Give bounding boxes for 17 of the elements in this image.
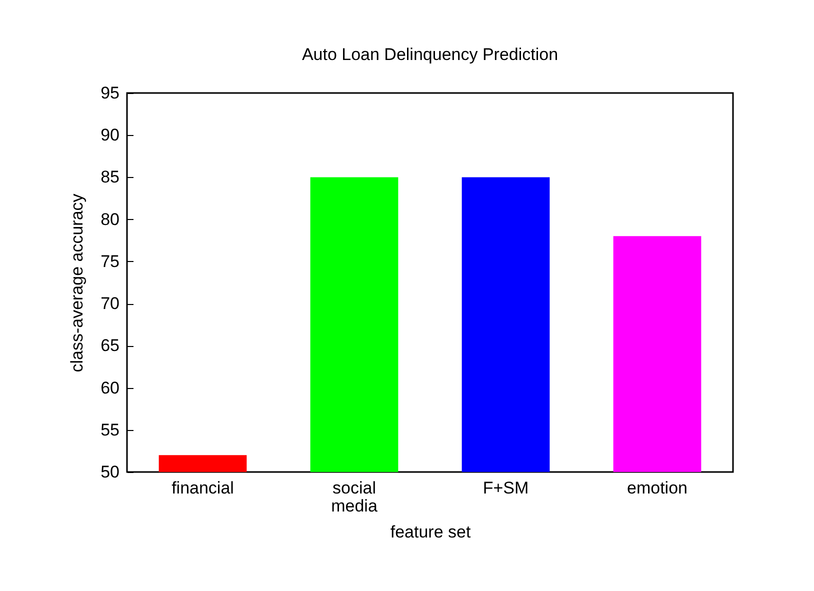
- y-tick-label: 85: [100, 168, 120, 187]
- chart-title: Auto Loan Delinquency Prediction: [302, 45, 558, 64]
- x-axis-title: feature set: [390, 522, 471, 542]
- y-tick-label: 75: [100, 252, 120, 271]
- x-tick-label: F+SM: [482, 478, 529, 498]
- y-axis-title: class-average accuracy: [68, 193, 87, 372]
- x-tick-label: emotion: [627, 478, 688, 498]
- y-tick-label: 50: [100, 462, 120, 482]
- y-tick-label: 90: [100, 126, 120, 145]
- y-tick-label: 70: [100, 294, 120, 314]
- y-tick-label: 80: [100, 210, 120, 229]
- y-tick-label: 95: [100, 84, 120, 102]
- y-tick-label: 55: [100, 420, 120, 440]
- y-tick-label: 60: [100, 378, 120, 398]
- x-tick-label: social media: [331, 478, 378, 516]
- y-tick-label: 65: [100, 336, 120, 356]
- x-tick-label: financial: [172, 478, 234, 498]
